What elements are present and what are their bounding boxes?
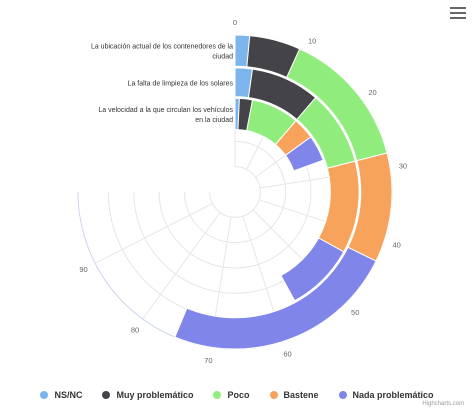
category-label: ciudad <box>212 54 233 61</box>
bar-0-4 <box>174 246 377 350</box>
category-label: en la ciudad <box>195 117 233 124</box>
legend-item-bastene[interactable]: Bastene <box>269 390 319 400</box>
bar-1-4 <box>280 237 345 302</box>
legend-dot-muy-problematico <box>102 391 111 399</box>
chart-menu-button[interactable] <box>449 4 467 20</box>
category-label: La falta de limpieza de los solares <box>128 80 234 87</box>
legend-dot-bastene <box>269 391 278 399</box>
tick-label: 10 <box>308 37 316 46</box>
legend-item-nada-problematico[interactable]: Nada problemático <box>338 390 434 400</box>
tick-label: 40 <box>393 241 401 250</box>
legend-item-muy-problematico[interactable]: Muy problemático <box>102 390 193 400</box>
category-label: La ubicación actual de los contenedores … <box>91 44 233 51</box>
tick-label: 60 <box>283 350 291 359</box>
bar-2-4 <box>284 136 324 172</box>
grid-ring <box>209 166 261 218</box>
legend: NS/NC Muy problemático Poco Bastene Nada… <box>0 387 474 403</box>
category-label: La velocidad a la que circulan los vehíc… <box>98 107 233 114</box>
grid-line <box>94 203 213 264</box>
credits-link[interactable]: Highcharts.com <box>422 401 464 407</box>
legend-item-poco[interactable]: Poco <box>213 390 250 400</box>
tick-label: 80 <box>131 326 139 335</box>
legend-dot-ns-nc <box>40 391 49 399</box>
tick-label: 90 <box>79 265 87 274</box>
tick-label: 0 <box>233 18 237 27</box>
tick-label: 30 <box>399 161 407 170</box>
legend-item-ns-nc[interactable]: NS/NC <box>40 390 82 400</box>
grid-line <box>142 212 221 320</box>
legend-dot-poco <box>213 391 222 399</box>
tick-label: 50 <box>351 308 359 317</box>
legend-dot-nada-problematico <box>338 391 347 399</box>
hamburger-icon <box>450 7 466 9</box>
tick-label: 20 <box>368 88 376 97</box>
radial-chart: La ubicación actual de los contenedores … <box>77 18 407 365</box>
tick-label: 70 <box>204 356 212 365</box>
